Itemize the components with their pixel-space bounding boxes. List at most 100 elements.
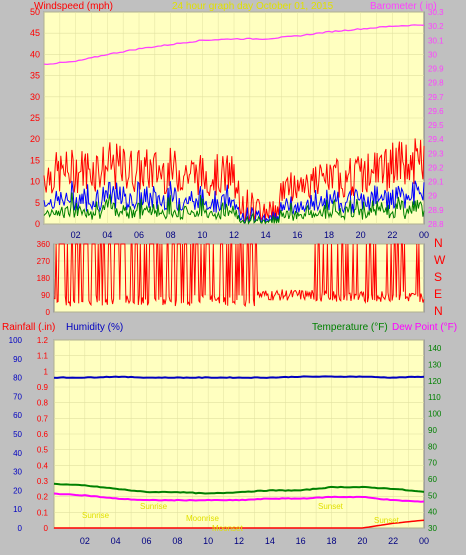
compass-label: E xyxy=(434,287,442,301)
temperature-series xyxy=(53,482,425,495)
barometer-axis-tick-label: 30.2 xyxy=(428,22,444,31)
temperature-axis-tick-label: 40 xyxy=(428,508,437,517)
barometer-axis-tick-label: 29.3 xyxy=(428,149,444,158)
time-axis-tick-label: 18 xyxy=(324,230,334,240)
time-axis-tick-label: 12 xyxy=(229,230,239,240)
humidity-axis-tick-label: 30 xyxy=(13,468,22,477)
time-axis-tick-label: 00 xyxy=(419,230,429,240)
sun-moon-label: Sunrise xyxy=(82,511,110,520)
rain-axis-tick-label: 0.7 xyxy=(37,414,49,423)
climate-time-axis-tick-label: 10 xyxy=(203,536,213,546)
rainfall-series xyxy=(54,519,425,529)
climate-time-axis-tick-label: 16 xyxy=(296,536,306,546)
rain-axis-tick-label: 0.5 xyxy=(37,446,49,455)
climate-time-axis-tick-label: 14 xyxy=(265,536,275,546)
dewpoint-series xyxy=(53,492,425,503)
humidity-axis-tick-label: 100 xyxy=(9,336,23,345)
wind-axis-tick-label: 0 xyxy=(35,219,40,229)
rain-axis-tick-label: 0 xyxy=(44,524,49,533)
compass-label: N xyxy=(434,304,443,318)
temperature-axis-tick-label: 70 xyxy=(428,459,437,468)
wind-direction-series xyxy=(53,243,425,308)
wind-axis-tick-label: 20 xyxy=(30,134,40,144)
compass-label: N xyxy=(434,236,443,250)
humidity-axis-tick-label: 10 xyxy=(13,505,22,514)
sun-moon-label: Sunset xyxy=(374,516,400,525)
temperature-axis-tick-label: 90 xyxy=(428,426,437,435)
climate-time-axis-tick-label: 06 xyxy=(141,536,151,546)
time-axis-tick-label: 04 xyxy=(102,230,112,240)
rain-axis-tick-label: 0.8 xyxy=(37,399,49,408)
rain-axis-tick-label: 1.2 xyxy=(37,336,49,345)
barometer-axis-tick-label: 29.9 xyxy=(428,65,444,74)
barometer-series xyxy=(43,24,425,66)
barometer-axis-tick-label: 30.1 xyxy=(428,36,444,45)
temperature-axis-tick-label: 50 xyxy=(428,491,437,500)
wind-axis-tick-label: 50 xyxy=(30,7,40,17)
climate-time-axis-tick-label: 12 xyxy=(234,536,244,546)
temperature-title: Temperature (°F) xyxy=(312,322,388,333)
temperature-axis-tick-label: 130 xyxy=(428,361,442,370)
rain-axis-tick-label: 1.1 xyxy=(37,352,49,361)
temperature-axis-tick-label: 80 xyxy=(428,442,437,451)
climate-time-axis-tick-label: 04 xyxy=(111,536,121,546)
time-axis-tick-label: 14 xyxy=(261,230,271,240)
rain-axis-tick-label: 0.6 xyxy=(37,430,49,439)
wind-low-series xyxy=(43,192,425,225)
dewpoint-title: Dew Point (°F) xyxy=(392,322,457,333)
humidity-axis-tick-label: 50 xyxy=(13,430,22,439)
humidity-axis-tick-label: 80 xyxy=(13,374,22,383)
climate-time-axis-tick-label: 08 xyxy=(172,536,182,546)
humidity-axis-tick-label: 60 xyxy=(13,411,22,420)
wind-axis-tick-label: 5 xyxy=(35,198,40,208)
barometer-axis-tick-label: 29.5 xyxy=(428,121,444,130)
barometer-axis-tick-label: 29.1 xyxy=(428,178,444,187)
barometer-axis-tick-label: 29.6 xyxy=(428,107,444,116)
time-axis-tick-label: 10 xyxy=(197,230,207,240)
climate-time-axis-tick-label: 22 xyxy=(388,536,398,546)
barometer-axis-tick-label: 29.7 xyxy=(428,93,444,102)
climate-time-axis-tick-label: 00 xyxy=(419,536,429,546)
barometer-axis-tick-label: 29 xyxy=(428,192,437,201)
humidity-axis-tick-label: 90 xyxy=(13,355,22,364)
climate-time-axis-tick-label: 18 xyxy=(326,536,336,546)
rain-axis-tick-label: 0.3 xyxy=(37,477,49,486)
barometer-axis-tick-label: 28.8 xyxy=(428,220,444,229)
sun-moon-label: Sunset xyxy=(318,502,344,511)
sun-moon-label: Moonrise xyxy=(186,514,219,523)
humidity-axis-tick-label: 0 xyxy=(18,524,23,533)
rain-axis-tick-label: 0.1 xyxy=(37,508,49,517)
wind-average-series xyxy=(43,180,425,224)
humidity-axis-tick-label: 70 xyxy=(13,392,22,401)
direction-axis-tick-label: 90 xyxy=(41,291,50,300)
direction-axis-tick-label: 180 xyxy=(37,274,51,283)
graph-title: 24 hour graph day October 01, 2015 xyxy=(172,1,334,12)
rain-axis-tick-label: 1 xyxy=(44,367,49,376)
barometer-axis-tick-label: 30.3 xyxy=(428,8,444,17)
time-axis-tick-label: 20 xyxy=(356,230,366,240)
time-axis-tick-label: 06 xyxy=(134,230,144,240)
wind-axis-tick-label: 10 xyxy=(30,177,40,187)
barometer-axis-tick-label: 28.9 xyxy=(428,206,444,215)
barometer-axis-tick-label: 29.8 xyxy=(428,79,444,88)
sun-moon-label: Sunrise xyxy=(140,502,168,511)
humidity-axis-tick-label: 20 xyxy=(13,486,22,495)
temperature-axis-tick-label: 100 xyxy=(428,410,442,419)
humidity-axis-tick-label: 40 xyxy=(13,449,22,458)
barometer-title: Barometer ( in) xyxy=(370,1,437,12)
sun-moon-label: Moonset xyxy=(212,524,243,533)
time-axis-tick-label: 08 xyxy=(166,230,176,240)
temperature-axis-tick-label: 60 xyxy=(428,475,437,484)
wind-gust-series xyxy=(43,138,425,222)
humidity-title: Humidity (%) xyxy=(66,322,123,333)
humidity-series xyxy=(53,375,425,379)
barometer-axis-tick-label: 29.2 xyxy=(428,163,444,172)
time-axis-tick-label: 02 xyxy=(71,230,81,240)
barometer-axis-tick-label: 29.4 xyxy=(428,135,444,144)
wind-axis-tick-label: 30 xyxy=(30,92,40,102)
wind-axis-tick-label: 45 xyxy=(30,28,40,38)
barometer-axis-tick-label: 30 xyxy=(428,50,437,59)
time-axis-tick-label: 16 xyxy=(292,230,302,240)
